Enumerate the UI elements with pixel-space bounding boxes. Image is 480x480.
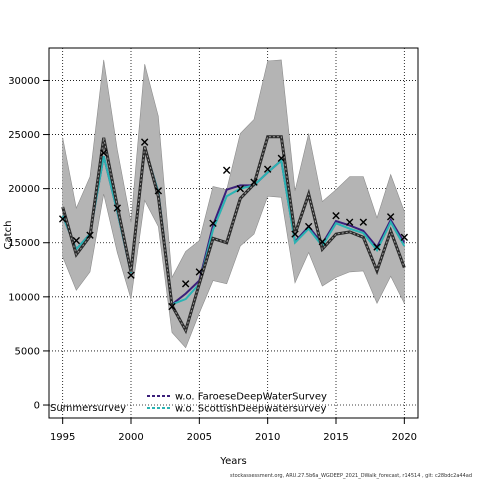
observed-point [332, 211, 340, 220]
observed-point [140, 138, 149, 146]
observed-point [345, 218, 354, 226]
axis-ticks: 1995 2000 2005 2010 2015 2020 0 5000 10000 15000 2… [8, 76, 417, 443]
y-tick-label: 15000 [8, 238, 40, 249]
observed-point [127, 271, 135, 279]
x-tick-label: 2020 [392, 432, 417, 443]
y-tick-label: 20000 [8, 184, 40, 195]
observed-point [154, 187, 163, 195]
x-tick-label: 2000 [118, 432, 143, 443]
observed-points [58, 138, 409, 311]
observed-point [99, 149, 108, 157]
observed-point [168, 302, 176, 311]
observed-point [86, 231, 94, 239]
observed-point [181, 280, 190, 288]
observed-point [318, 237, 327, 246]
observed-point [400, 233, 409, 242]
legend: Summersurvey w.o. FaroeseDeepWaterSurveyw… [50, 392, 327, 415]
observed-point [304, 222, 313, 231]
confidence-band [62, 59, 405, 349]
x-tick-label: 2015 [323, 432, 348, 443]
observed-point [263, 165, 272, 173]
observed-point [195, 268, 204, 276]
y-axis-label: Catch [3, 221, 14, 250]
y-tick-label: 0 [34, 401, 40, 412]
plot-frame [48, 47, 419, 419]
observed-point [113, 204, 122, 212]
observed-point [386, 213, 395, 221]
legend-label-scottish: w.o. ScottishDeepwatersurvey [175, 404, 326, 415]
x-tick-label: 2010 [255, 432, 280, 443]
observed-point [291, 230, 299, 238]
observed-point [359, 218, 368, 226]
confidence-band-area [62, 59, 405, 349]
legend-label-faroese: w.o. FaroeseDeepWaterSurvey [175, 392, 327, 403]
observed-point [209, 219, 217, 227]
y-tick-label: 10000 [8, 292, 40, 303]
observed-point [222, 166, 231, 174]
observed-point [236, 184, 245, 193]
footer-note: stockassessment.org, ARU.27.5b6a_WGDEEP_… [230, 473, 473, 479]
observed-point [58, 215, 67, 223]
y-tick-label: 30000 [8, 76, 40, 87]
series-line-summersurvey-dash [62, 136, 405, 332]
observed-point [373, 243, 381, 251]
x-tick-label: 1995 [50, 432, 75, 443]
y-tick-label: 5000 [15, 346, 40, 357]
x-tick-label: 2005 [187, 432, 212, 443]
observed-point [277, 154, 286, 163]
x-axis-label: Years [219, 456, 246, 467]
y-tick-label: 25000 [8, 130, 40, 141]
observed-point [72, 236, 81, 245]
legend-label-summersurvey: Summersurvey [50, 403, 126, 414]
observed-point [250, 178, 258, 186]
